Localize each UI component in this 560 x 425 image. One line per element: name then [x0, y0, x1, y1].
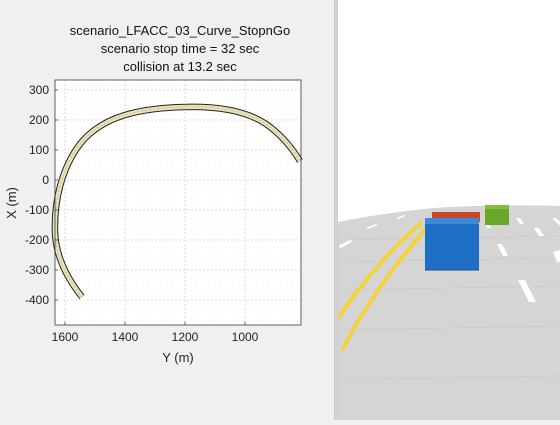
lead-vehicle [485, 205, 509, 225]
yellow-lane-line-1 [340, 222, 432, 351]
x-tick-label: 1400 [112, 330, 139, 344]
yellow-lane-line-2 [338, 220, 424, 320]
birds-eye-plot-panel: scenario_LFACC_03_Curve_StopnGo scenario… [4, 23, 303, 365]
y-tick-label: 200 [29, 113, 49, 127]
white-lane-markings [338, 215, 560, 302]
y-tick-label: -400 [25, 293, 49, 307]
panel-divider[interactable] [334, 0, 338, 420]
chase-camera-view [338, 0, 560, 420]
x-tick-label: 1000 [232, 330, 259, 344]
chase-camera-view-panel [338, 0, 560, 420]
ego-vehicle-roof [425, 218, 479, 224]
y-tick-label: 0 [42, 173, 49, 187]
lead-vehicle-roof [485, 205, 509, 209]
y-tick-label: -300 [25, 263, 49, 277]
plot-axes-area [55, 80, 301, 325]
y-tick-label: 300 [29, 83, 49, 97]
y-tick-label: -100 [25, 203, 49, 217]
x-tick-label: 1200 [172, 330, 199, 344]
target-vehicle [432, 212, 480, 222]
x-axis-label: Y (m) [162, 350, 194, 365]
sky [338, 0, 560, 222]
y-axis-label: X (m) [4, 187, 19, 219]
plot-title-line-1: scenario_LFACC_03_Curve_StopnGo [70, 23, 290, 38]
ego-vehicle [425, 218, 479, 270]
axis-ticks [55, 89, 246, 325]
y-tick-label: 100 [29, 143, 49, 157]
y-tick-label: -200 [25, 233, 49, 247]
major-grid [55, 80, 301, 325]
plot-axes-frame [54, 79, 302, 326]
birds-eye-plot: scenario_LFACC_03_Curve_StopnGo scenario… [4, 23, 303, 365]
plot-title-line-2: scenario stop time = 32 sec [101, 41, 260, 56]
x-tick-label: 1600 [52, 330, 79, 344]
plot-title-line-3: collision at 13.2 sec [123, 59, 237, 74]
